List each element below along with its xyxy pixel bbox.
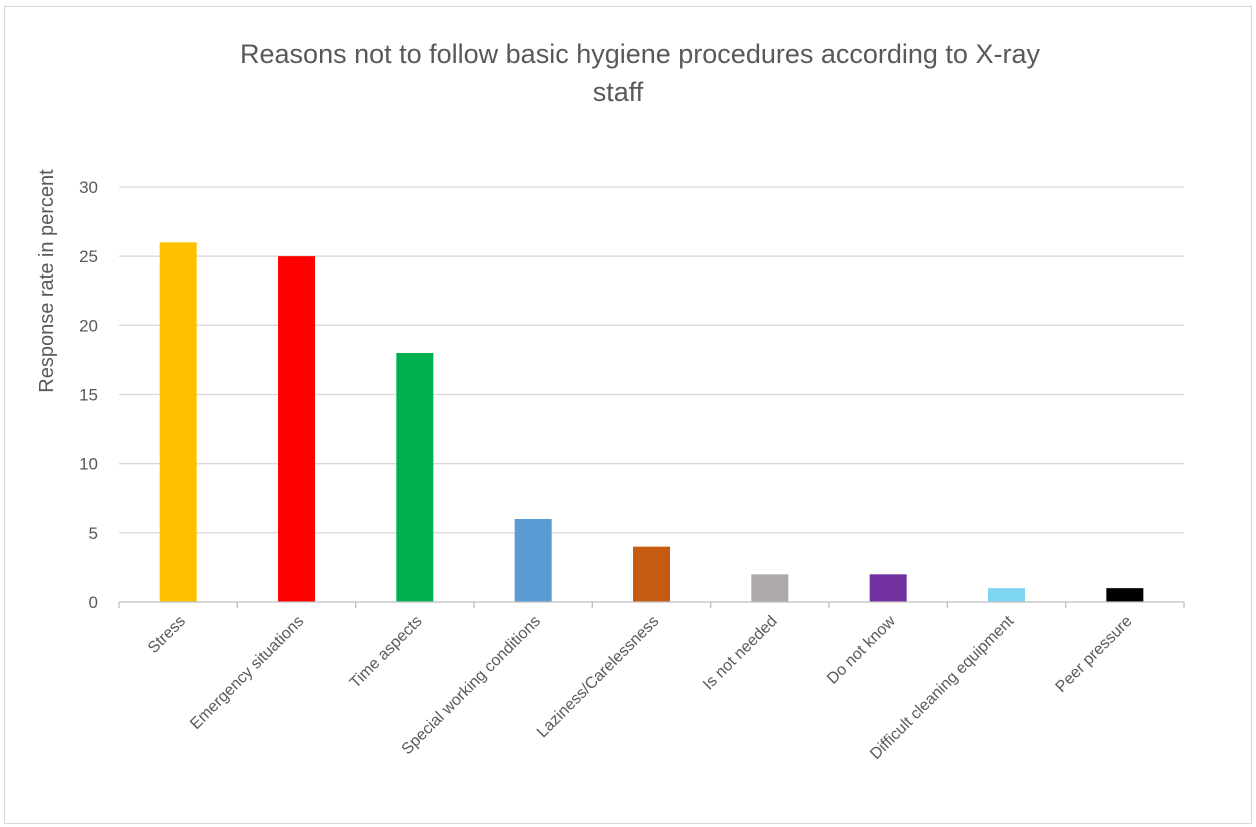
x-category-label: Peer pressure — [1053, 613, 1136, 696]
y-tick-label: 20 — [79, 316, 98, 335]
bar — [159, 242, 197, 603]
chart-title-line-1: Reasons not to follow basic hygiene proc… — [240, 39, 1040, 69]
bar — [751, 574, 789, 602]
x-category-label: Stress — [145, 613, 189, 657]
x-category-label: Time aspects — [347, 613, 426, 692]
y-tick-label: 25 — [79, 247, 98, 266]
x-category-label: Do not know — [824, 612, 899, 687]
bar — [514, 519, 552, 602]
chart-frame — [4, 6, 1252, 824]
y-axis-label: Response rate in percent — [36, 169, 58, 393]
y-tick-label: 5 — [89, 524, 98, 543]
bar — [278, 256, 315, 602]
x-category-label: Is not needed — [700, 613, 781, 694]
x-category-label: Special working conditions — [399, 613, 544, 758]
x-axis — [118, 601, 1185, 608]
y-tick-label: 15 — [79, 386, 98, 405]
chart-title-line-2: staff — [593, 77, 644, 107]
bars — [159, 242, 1144, 603]
y-tick-label: 10 — [79, 455, 98, 474]
y-tick-labels: 0 5 10 15 20 25 30 — [79, 178, 98, 612]
y-tick-label: 0 — [89, 593, 98, 612]
x-category-label: Emergency situations — [187, 613, 307, 733]
x-category-label: Difficult cleaning equipment — [867, 612, 1018, 763]
x-category-label: Laziness/Carelessness — [534, 613, 662, 741]
bar — [1106, 588, 1144, 602]
bar — [396, 353, 434, 602]
bar — [869, 574, 907, 602]
y-tick-label: 30 — [79, 178, 98, 197]
bar — [633, 546, 670, 602]
bar — [988, 588, 1025, 602]
